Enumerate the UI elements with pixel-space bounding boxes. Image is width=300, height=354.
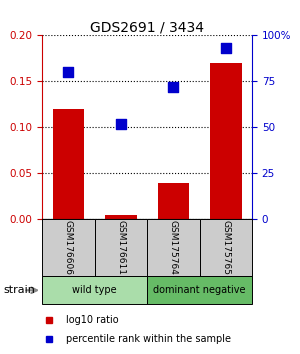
Text: percentile rank within the sample: percentile rank within the sample [66, 333, 231, 344]
Bar [147, 219, 200, 276]
Title: GDS2691 / 3434: GDS2691 / 3434 [90, 20, 204, 34]
Point [224, 45, 228, 51]
Text: GSM175765: GSM175765 [221, 220, 230, 275]
Text: log10 ratio: log10 ratio [66, 315, 118, 325]
Text: GSM176611: GSM176611 [116, 220, 125, 275]
Text: wild type: wild type [72, 285, 117, 295]
Text: GSM175764: GSM175764 [169, 220, 178, 275]
Bar [52, 109, 84, 219]
Bar [147, 276, 252, 304]
Point [171, 84, 176, 90]
Bar [42, 219, 94, 276]
Text: dominant negative: dominant negative [153, 285, 246, 295]
Text: strain: strain [3, 285, 35, 295]
Bar [210, 63, 242, 219]
Bar [105, 215, 136, 219]
Text: GSM176606: GSM176606 [64, 220, 73, 275]
Bar [158, 183, 189, 219]
Point [66, 69, 71, 75]
Bar [200, 219, 252, 276]
Point [118, 121, 123, 127]
Bar [42, 276, 147, 304]
Bar [94, 219, 147, 276]
